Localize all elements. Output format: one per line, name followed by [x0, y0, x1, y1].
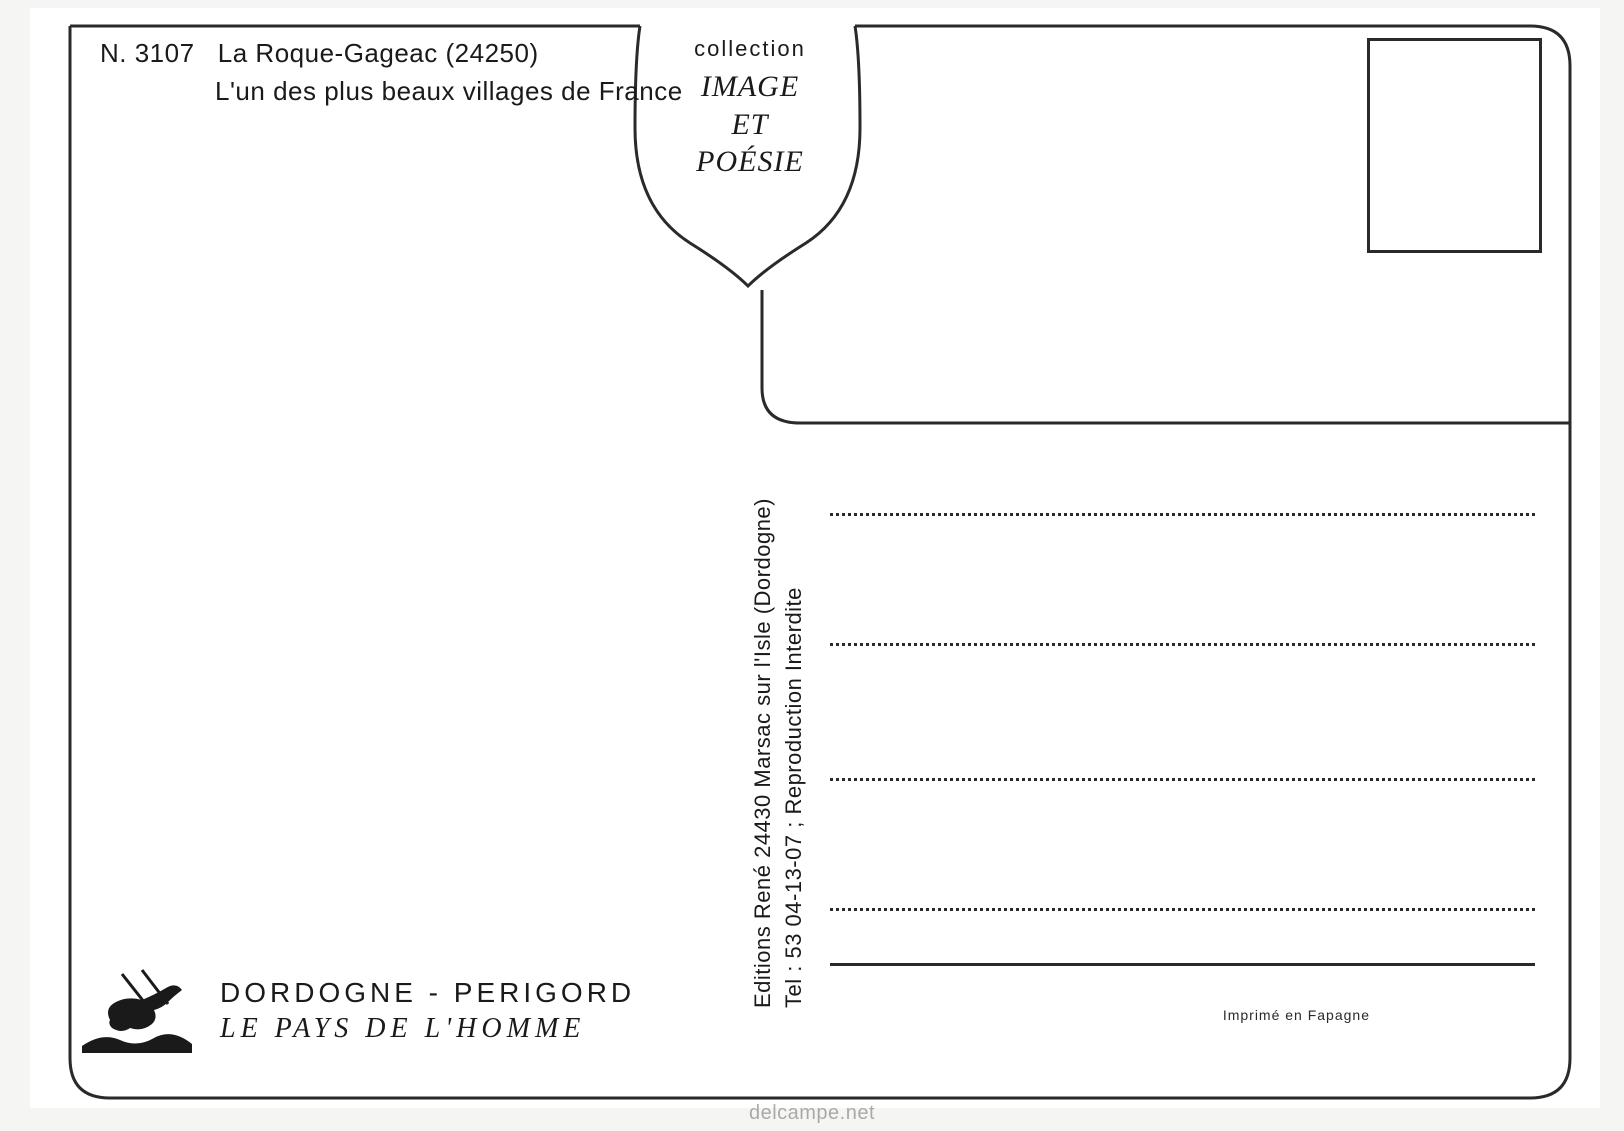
ref-location: La Roque-Gageac (24250)	[218, 38, 539, 68]
shield-title-1: IMAGE	[655, 68, 845, 106]
postcard-back: N. 3107 La Roque-Gageac (24250) L'un des…	[30, 8, 1600, 1108]
region-line-2: LE PAYS DE L'HOMME	[220, 1013, 635, 1045]
region-text: DORDOGNE - PERIGORD LE PAYS DE L'HOMME	[220, 977, 635, 1045]
region-line-1: DORDOGNE - PERIGORD	[220, 977, 635, 1009]
address-line-4	[830, 908, 1535, 911]
address-underline	[830, 963, 1535, 966]
publisher-line-1: Editions René 24430 Marsac sur l'Isle (D…	[748, 368, 779, 1008]
region-logo: DORDOGNE - PERIGORD LE PAYS DE L'HOMME	[82, 968, 635, 1053]
shield-title-3: POÉSIE	[655, 143, 845, 181]
watermark: delcampe.net	[749, 1102, 875, 1125]
address-line-2	[830, 643, 1535, 646]
ref-number: N. 3107	[100, 38, 195, 68]
address-line-1	[830, 513, 1535, 516]
publisher-info: Editions René 24430 Marsac sur l'Isle (D…	[748, 368, 810, 1008]
collection-label: collection	[655, 36, 845, 62]
collection-shield: collection IMAGE ET POÉSIE	[655, 26, 845, 181]
stamp-box	[1367, 38, 1542, 253]
shield-title-2: ET	[655, 106, 845, 144]
bison-icon	[82, 968, 192, 1053]
reference-line: N. 3107 La Roque-Gageac (24250)	[100, 38, 539, 69]
publisher-line-2: Tel : 53 04-13-07 ; Reproduction Interdi…	[779, 368, 810, 1008]
imprint-text: Imprimé en Fapagne	[1223, 1007, 1370, 1023]
reference-tagline: L'un des plus beaux villages de France	[215, 76, 683, 107]
address-line-3	[830, 778, 1535, 781]
